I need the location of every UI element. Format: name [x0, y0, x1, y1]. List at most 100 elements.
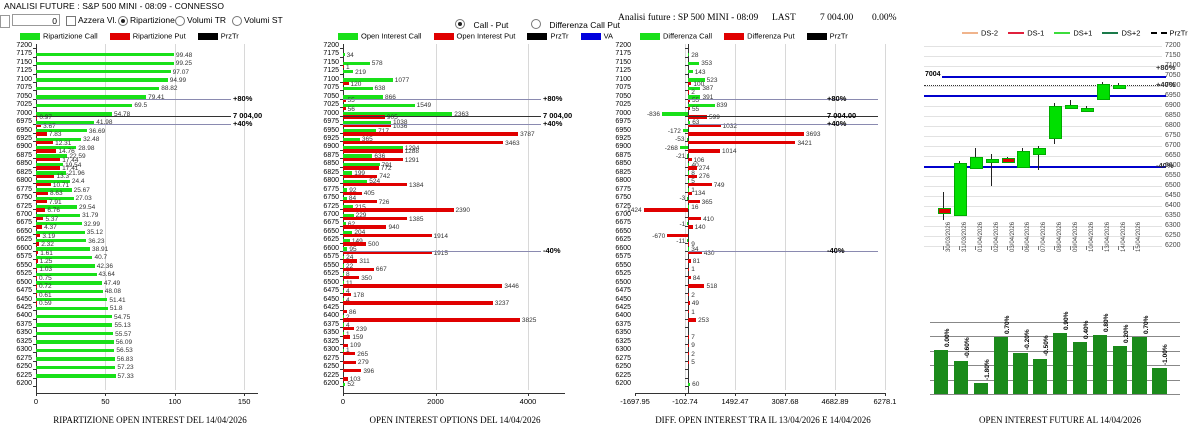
bar-put: [36, 115, 38, 119]
bar-put: [343, 208, 454, 212]
bar-value-put: 55: [691, 105, 700, 113]
bar-value-put: 0.59: [39, 300, 52, 308]
price-tag: 7004: [924, 71, 942, 78]
toolbar-spinner-box[interactable]: [0, 15, 10, 28]
bar-put: [688, 191, 693, 195]
y-tick: [340, 284, 343, 286]
bar-value-call: 27.03: [75, 195, 92, 203]
bar-call: [36, 154, 68, 158]
radio-differenza-call-put-label: Differenza Call Put: [549, 20, 621, 30]
y-tick: [340, 141, 343, 143]
y-tick-label: 6400: [16, 312, 32, 320]
y-tick: [340, 132, 343, 134]
azzera-vl-checkbox[interactable]: [66, 16, 76, 26]
bar-call: [36, 103, 133, 108]
bar-call: [686, 137, 689, 141]
bar-call: [343, 222, 346, 226]
y-tick: [340, 174, 343, 176]
bar-call: [343, 129, 377, 133]
bar-call: [343, 272, 344, 277]
candle-y-label: 6350: [1165, 212, 1181, 219]
y-tick-label: 6500: [16, 278, 32, 286]
bar-value-call: 29.54: [78, 203, 96, 211]
bar-put: [36, 191, 48, 195]
bar-value-call: 56.83: [116, 355, 134, 363]
bar-call: [662, 112, 689, 116]
radio-ripartizione[interactable]: [118, 16, 128, 26]
bar-value-call: 32.48: [83, 136, 100, 144]
value-input[interactable]: 0: [12, 14, 60, 26]
y-tick-label: 6300: [16, 346, 32, 354]
radio-call-put[interactable]: [455, 19, 465, 29]
bar-value-call: 41.98: [96, 119, 113, 127]
bar-call: [36, 69, 171, 74]
bar-call: [36, 213, 81, 217]
bar-value-put: 12.31: [55, 139, 72, 147]
y-tick: [685, 56, 689, 58]
bar-value-call: 11: [346, 279, 353, 287]
bar-put: [343, 233, 432, 238]
bar-put: [688, 360, 690, 364]
y-tick-label: 6350: [323, 329, 339, 337]
bar-value-call: 94.99: [169, 77, 187, 84]
bar-value-call: 2363: [454, 110, 469, 118]
bar-value-put: 159: [352, 334, 364, 342]
bar-value-put: 134: [694, 190, 706, 198]
marker-line: [688, 115, 879, 117]
y-tick-label: 7050: [16, 92, 32, 100]
bar-call: [688, 205, 690, 209]
y-tick-label: 6400: [323, 312, 339, 320]
candle-x-label: 06/04/2026: [1025, 221, 1032, 252]
y-tick: [340, 115, 343, 117]
y-tick-label: 6825: [615, 168, 631, 176]
candle-x-tick: [974, 246, 976, 250]
radio-differenza-call-put[interactable]: [530, 19, 541, 29]
marker-label: +40%: [827, 119, 847, 129]
bar-call: [688, 179, 690, 184]
bar-value-call: 1: [346, 347, 350, 355]
bar-value-call: 219: [355, 68, 366, 76]
window-title: ANALISI FUTURE : S&P 500 MINI - 08:09 - …: [4, 1, 225, 11]
bar-call: [36, 230, 85, 234]
bar-value-put: 140: [694, 224, 706, 232]
marker-line: [688, 251, 879, 253]
x-tick-label: 0: [340, 397, 346, 407]
x-tick: [685, 393, 686, 397]
bar-put: [343, 107, 346, 111]
y-tick: [685, 90, 689, 92]
percent-bar-label: 0.70%: [1142, 315, 1150, 334]
bar-call: [343, 86, 373, 91]
y-tick: [340, 293, 343, 295]
candle-gridline: [924, 156, 1162, 157]
y-tick: [685, 132, 689, 134]
radio-volumi-tr[interactable]: [175, 16, 185, 26]
candle-gridline: [924, 236, 1162, 237]
marker-line: [36, 124, 231, 126]
bar-value-call: 149: [351, 237, 363, 245]
y-tick: [33, 208, 36, 210]
candle-body: [1001, 158, 1015, 163]
bar-call: [36, 95, 147, 99]
y-tick-label: 7050: [323, 92, 339, 100]
y-tick: [685, 166, 689, 168]
bar-call: [343, 315, 344, 319]
bar-call: [688, 103, 715, 108]
y-tick: [33, 65, 36, 67]
bar-value-call: 8: [691, 169, 695, 177]
bar-value-put: 56: [347, 105, 355, 113]
candle-gridline: [924, 216, 1162, 217]
y-tick-label: 6675: [323, 219, 339, 227]
gridline: [528, 44, 529, 391]
panel3-last-label: LAST: [772, 13, 796, 23]
candle-body: [1064, 105, 1078, 109]
y-tick: [340, 65, 343, 67]
bar-call: [343, 120, 391, 125]
radio-volumi-st[interactable]: [232, 16, 242, 26]
bar-value-call: 32.99: [83, 220, 101, 228]
bar-value-call: 34: [691, 246, 699, 253]
bar-call: [36, 348, 115, 353]
percent-bar-label: 0.90%: [1063, 311, 1071, 330]
bar-value-call: 215: [354, 203, 366, 211]
bar-value-call: 1: [691, 186, 695, 194]
y-tick-label: 6600: [323, 244, 339, 252]
